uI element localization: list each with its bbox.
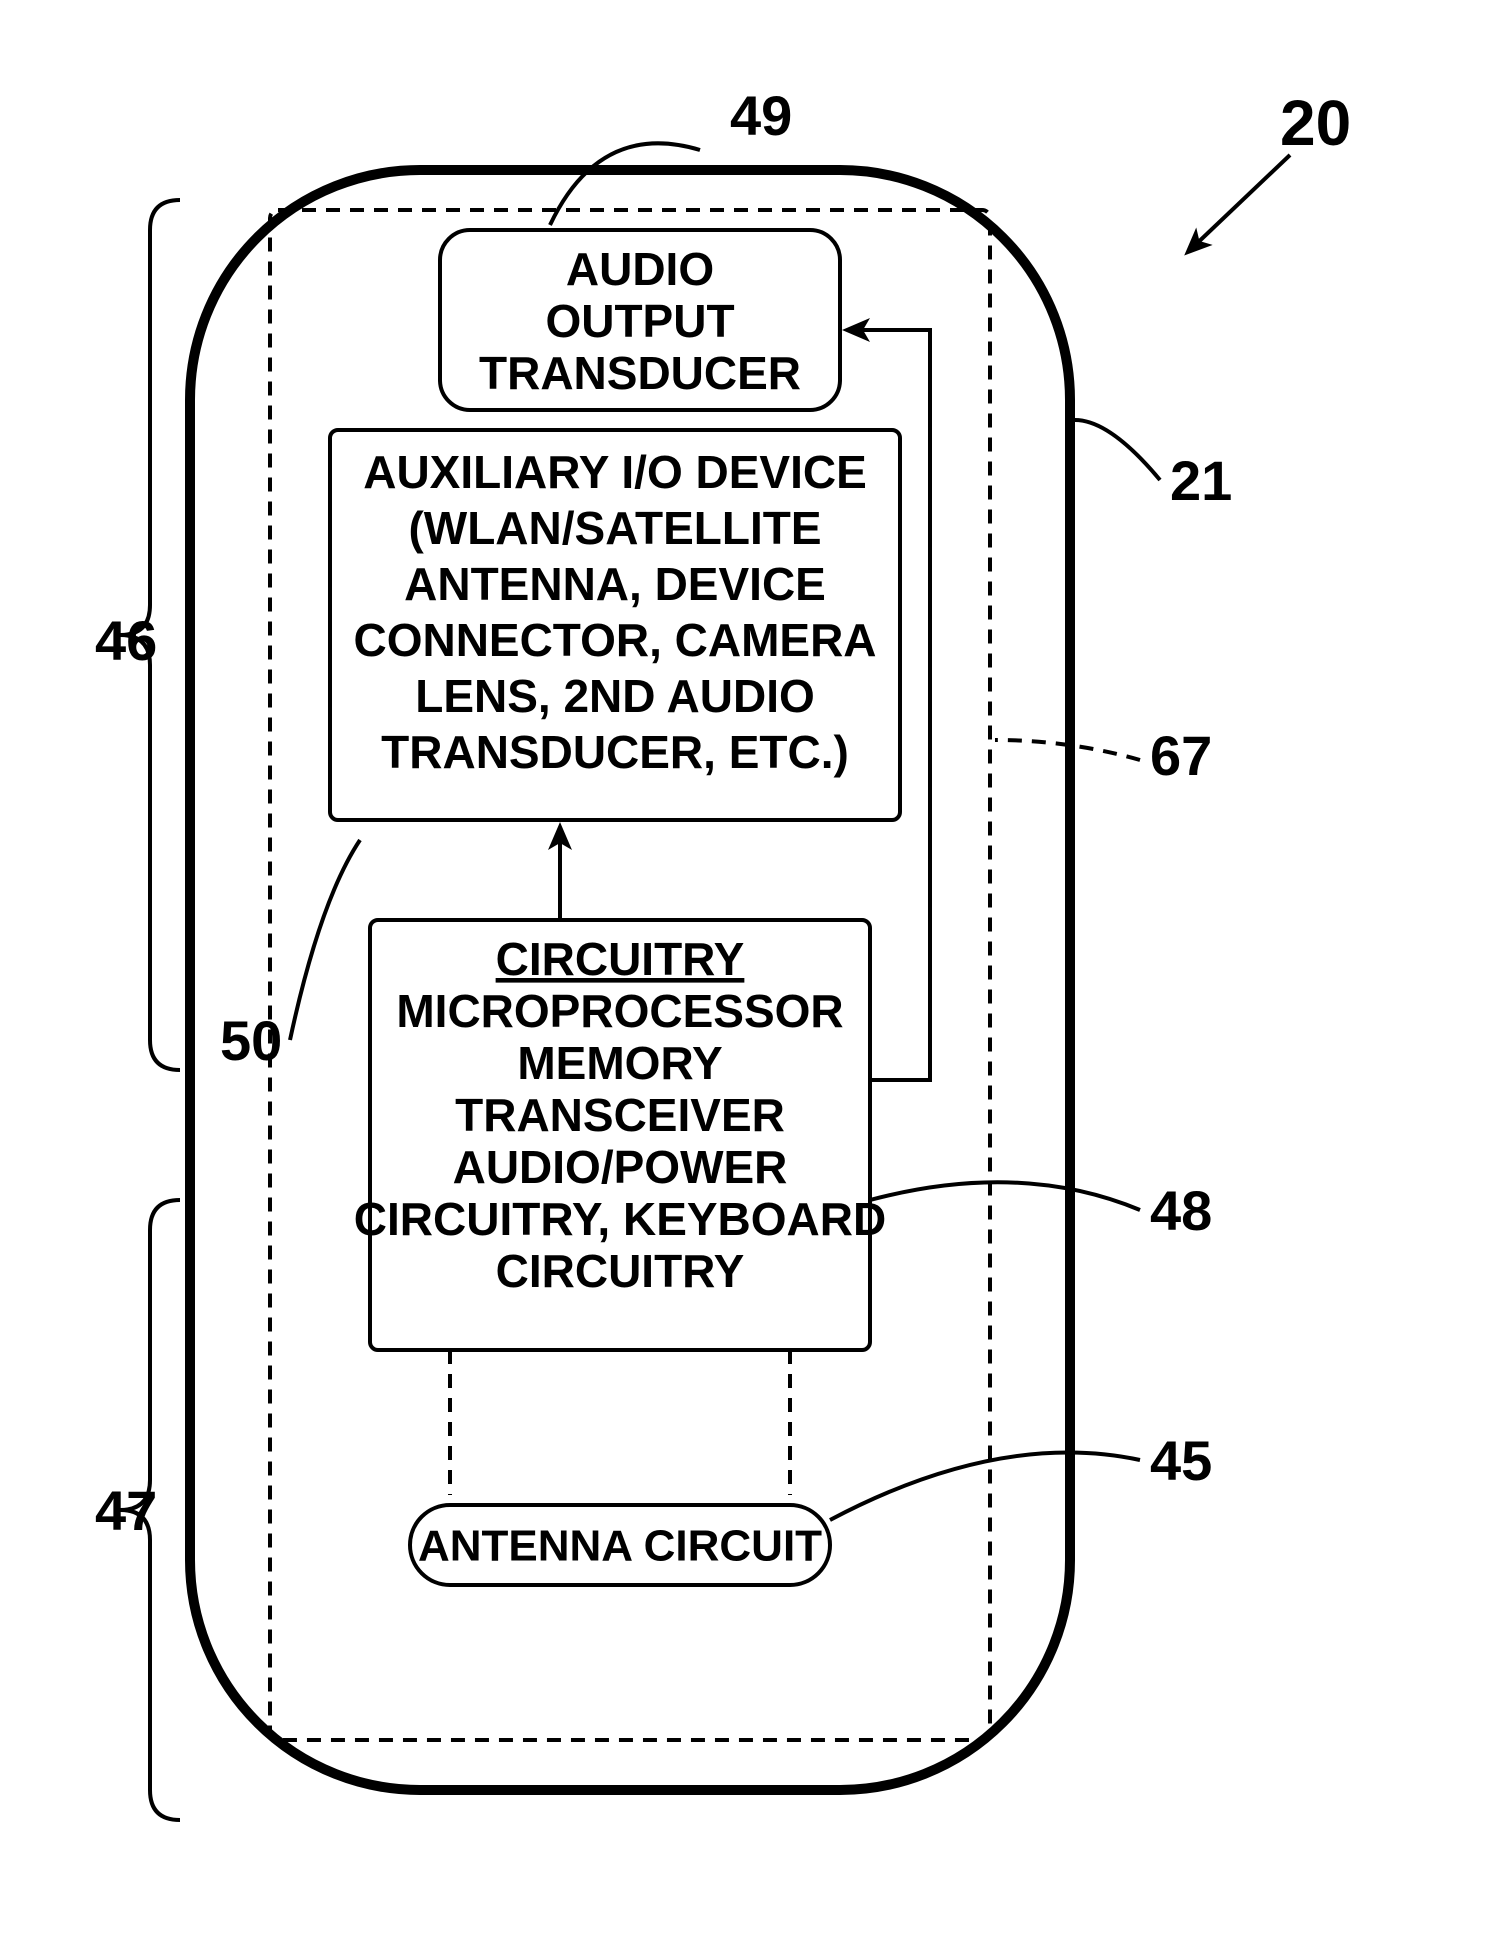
refnum-48: 48 — [1150, 1179, 1212, 1242]
leader-50 — [290, 840, 360, 1040]
leader-49 — [550, 143, 700, 225]
refnum-50: 50 — [220, 1009, 282, 1072]
refnum-46: 46 — [95, 609, 157, 672]
arrow-circuitry-to-audio — [850, 330, 930, 1080]
svg-text:AUXILIARY I/O DEVICE(WLAN/SATE: AUXILIARY I/O DEVICE(WLAN/SATELLITEANTEN… — [353, 446, 876, 778]
leader-21 — [1075, 420, 1160, 480]
audio-output-transducer-block: AUDIOOUTPUTTRANSDUCER — [440, 230, 840, 410]
refnum-47: 47 — [95, 1479, 157, 1542]
refnum-49: 49 — [730, 84, 792, 147]
diagram-canvas: AUDIOOUTPUTTRANSDUCER AUXILIARY I/O DEVI… — [0, 0, 1487, 1937]
svg-text:ANTENNA CIRCUIT: ANTENNA CIRCUIT — [418, 1521, 822, 1570]
refnum-45: 45 — [1150, 1429, 1212, 1492]
refnum-67: 67 — [1150, 724, 1212, 787]
circuitry-block: CIRCUITRYMICROPROCESSORMEMORYTRANSCEIVER… — [354, 920, 886, 1350]
antenna-circuit-block: ANTENNA CIRCUIT — [410, 1505, 830, 1585]
svg-text:AUDIOOUTPUTTRANSDUCER: AUDIOOUTPUTTRANSDUCER — [479, 243, 801, 399]
leader-45 — [830, 1453, 1140, 1521]
refnum-21: 21 — [1170, 449, 1232, 512]
auxiliary-io-device-block: AUXILIARY I/O DEVICE(WLAN/SATELLITEANTEN… — [330, 430, 900, 820]
refnum-20: 20 — [1280, 87, 1351, 159]
svg-text:CIRCUITRYMICROPROCESSORMEMORYT: CIRCUITRYMICROPROCESSORMEMORYTRANSCEIVER… — [354, 933, 886, 1297]
leader-48 — [870, 1182, 1140, 1210]
leader-20-arrow — [1190, 155, 1290, 250]
